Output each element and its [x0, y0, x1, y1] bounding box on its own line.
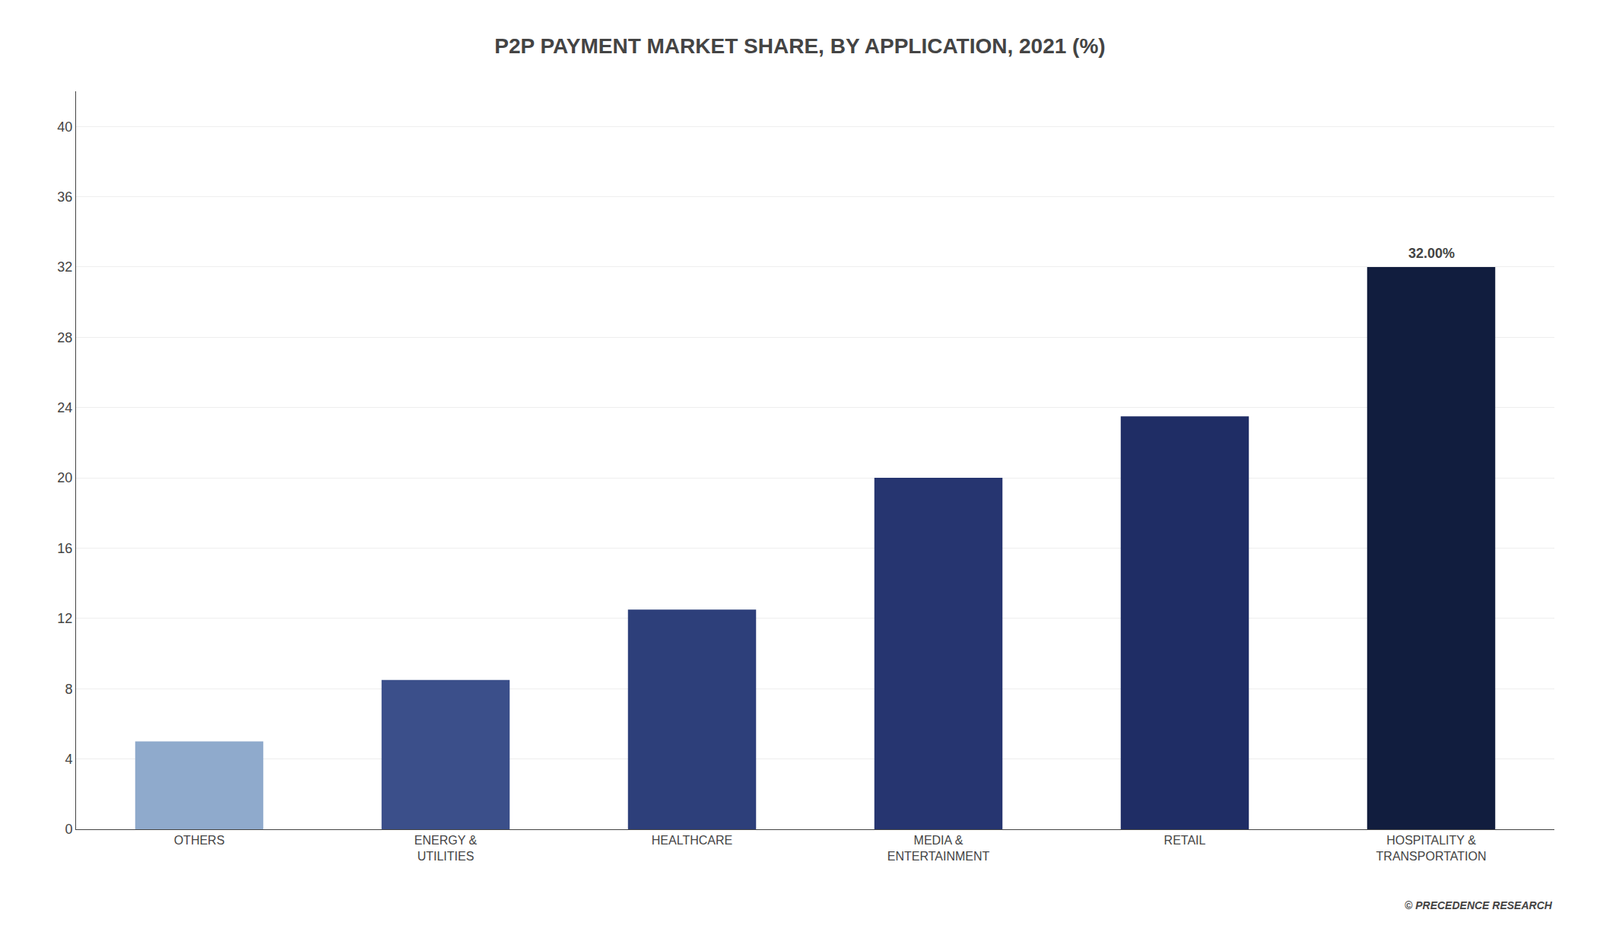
svg-text:40: 40 [57, 118, 73, 134]
svg-text:HOSPITALITY &TRANSPORTATION: HOSPITALITY &TRANSPORTATION [1376, 833, 1487, 863]
svg-text:RETAIL: RETAIL [1164, 833, 1207, 847]
svg-text:32: 32 [57, 259, 73, 275]
svg-text:P2P PAYMENT MARKET SHARE, BY A: P2P PAYMENT MARKET SHARE, BY APPLICATION… [494, 34, 1105, 58]
svg-text:8: 8 [64, 681, 73, 697]
svg-text:12: 12 [57, 610, 73, 626]
svg-text:© PRECEDENCE RESEARCH: © PRECEDENCE RESEARCH [1404, 898, 1553, 912]
svg-text:MEDIA &ENTERTAINMENT: MEDIA &ENTERTAINMENT [887, 833, 991, 863]
svg-text:28: 28 [57, 330, 73, 346]
svg-text:36: 36 [57, 189, 73, 205]
svg-text:HEALTHCARE: HEALTHCARE [651, 833, 733, 847]
svg-text:32.00%: 32.00% [1408, 245, 1455, 261]
svg-text:16: 16 [57, 540, 73, 556]
svg-text:4: 4 [64, 751, 73, 767]
svg-text:24: 24 [57, 400, 73, 416]
svg-text:ENERGY &UTILITIES: ENERGY &UTILITIES [414, 833, 478, 863]
svg-text:0: 0 [64, 821, 73, 837]
svg-text:OTHERS: OTHERS [174, 833, 226, 847]
svg-text:20: 20 [57, 469, 73, 486]
